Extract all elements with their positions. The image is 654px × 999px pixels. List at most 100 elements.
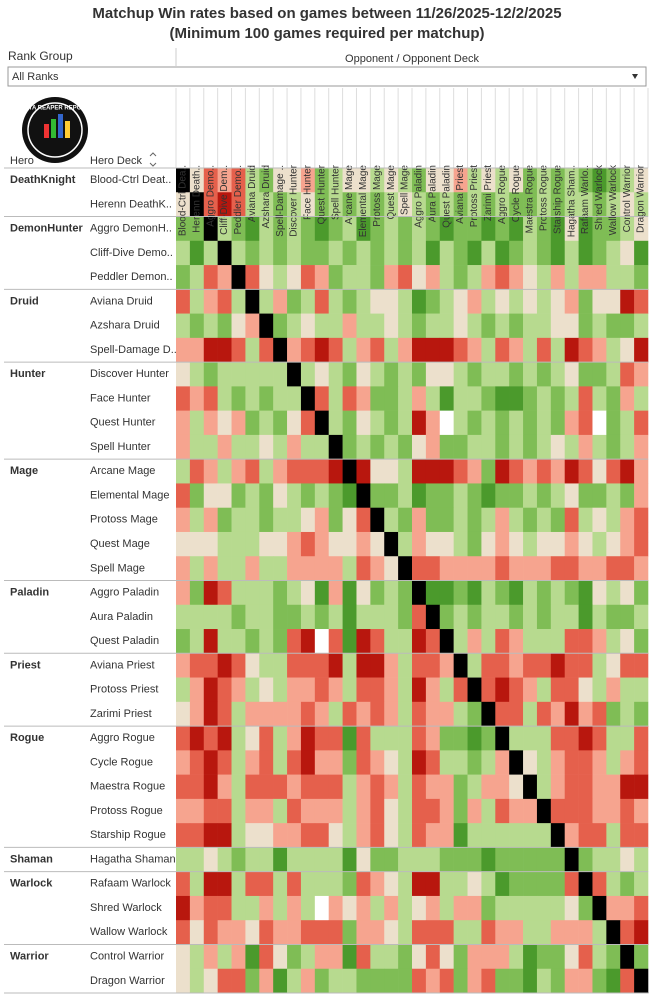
cell: [287, 265, 302, 290]
cell: [523, 604, 538, 630]
cell: [231, 920, 246, 945]
cell: [550, 192, 566, 217]
cell: [578, 920, 593, 945]
cell: [356, 847, 371, 872]
cell: [245, 604, 260, 630]
cell: [620, 168, 635, 193]
dropdown-box[interactable]: [7, 66, 647, 87]
cell: [300, 386, 316, 411]
cell: [384, 556, 399, 581]
cell: [287, 313, 302, 339]
cell: [176, 629, 191, 654]
cell: [509, 556, 524, 581]
dropdown-value[interactable]: All Ranks: [12, 71, 59, 83]
cell: [314, 410, 330, 436]
cell: [634, 507, 649, 533]
cell: [287, 823, 302, 848]
cell: [287, 240, 302, 266]
cell: [439, 750, 454, 775]
cell: [550, 677, 566, 703]
cell: [453, 483, 468, 509]
cell: [203, 531, 218, 557]
cell: [592, 944, 607, 970]
cell: [495, 507, 510, 533]
hero-label: Warrior: [10, 951, 49, 963]
cell: [398, 168, 413, 193]
cell: [481, 580, 496, 606]
cell: [370, 604, 385, 630]
deck-label: Arcane Mage: [90, 465, 155, 477]
cell: [300, 823, 316, 848]
cell: [176, 556, 191, 581]
cell: [328, 774, 343, 800]
cell: [398, 726, 413, 751]
cell: [467, 265, 482, 290]
cell: [231, 434, 246, 460]
cell: [189, 168, 205, 193]
cell: [550, 823, 566, 848]
sort-icon[interactable]: [149, 152, 157, 167]
cell: [439, 774, 454, 800]
cell: [592, 240, 607, 266]
cell: [509, 629, 524, 654]
cell: [606, 556, 621, 581]
cell: [523, 774, 538, 800]
cell: [606, 289, 621, 314]
cell: [509, 362, 524, 387]
cell: [398, 968, 413, 994]
hero-label: Rogue: [10, 732, 44, 744]
cell: [606, 240, 621, 266]
cell: [412, 483, 427, 509]
cell: [536, 701, 552, 727]
cell: [231, 192, 246, 217]
cell: [439, 920, 454, 945]
logo-bar: [65, 121, 70, 138]
cell: [550, 459, 566, 484]
column-label: Blood-Ctrl Dea..: [178, 165, 189, 236]
row-header: Hero: [10, 155, 34, 167]
cell: [453, 459, 468, 484]
cell: [384, 750, 399, 775]
cell: [495, 362, 510, 387]
cell: [550, 968, 566, 994]
cell: [425, 726, 441, 751]
cell: [273, 216, 288, 242]
cell: [592, 895, 607, 921]
cell: [245, 240, 260, 266]
cell: [467, 604, 482, 630]
cell: [287, 677, 302, 703]
cell: [259, 871, 274, 897]
dropdown-arrow[interactable]: [632, 74, 638, 79]
cell: [217, 289, 232, 314]
cell: [176, 168, 191, 193]
cell: [592, 265, 607, 290]
cell: [536, 968, 552, 994]
column-label: Spell Hunter: [330, 164, 341, 220]
cell: [536, 774, 552, 800]
cell: [189, 823, 205, 848]
cell: [356, 701, 371, 727]
cell: [620, 701, 635, 727]
cell: [189, 483, 205, 509]
cell: [606, 701, 621, 727]
cell: [217, 265, 232, 290]
cell: [217, 604, 232, 630]
cell: [287, 362, 302, 387]
cell: [176, 507, 191, 533]
cell: [300, 556, 316, 581]
cell: [467, 726, 482, 751]
cell: [453, 895, 468, 921]
cell: [189, 604, 205, 630]
cell: [439, 362, 454, 387]
cell: [300, 507, 316, 533]
cell: [523, 434, 538, 460]
cell: [509, 483, 524, 509]
cell: [176, 847, 191, 872]
column-label: Arcane Mage: [344, 165, 355, 225]
cell: [536, 629, 552, 654]
cell: [259, 798, 274, 824]
cell: [189, 313, 205, 339]
rank-dropdown[interactable]: All Ranks: [7, 66, 647, 87]
cell: [495, 604, 510, 630]
